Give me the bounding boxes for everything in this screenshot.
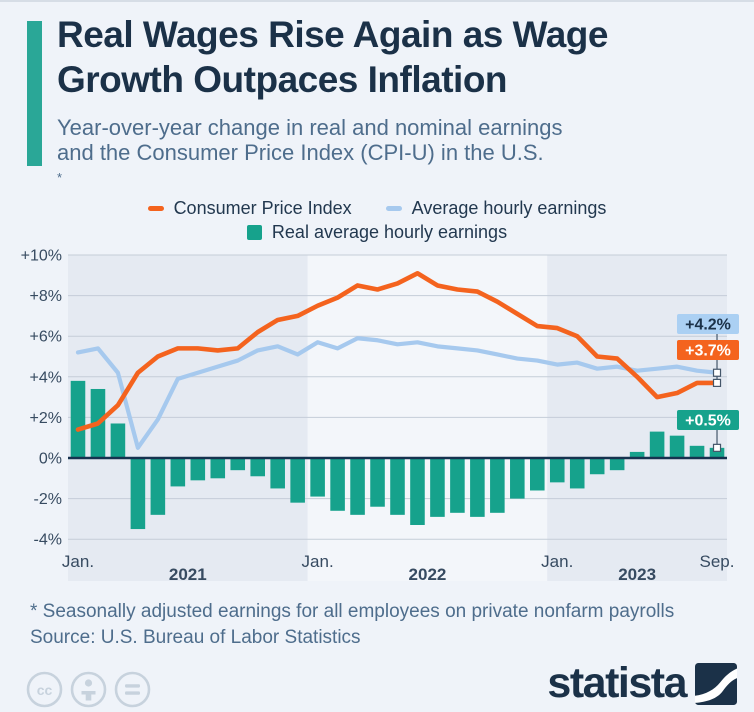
y-axis-tick: +6%	[30, 329, 62, 346]
year-band-2022	[307, 255, 548, 581]
page-title: Real Wages Rise Again as Wage Growth Out…	[57, 12, 608, 102]
accent-bar	[27, 21, 42, 166]
series-end-marker	[712, 443, 722, 452]
footnote-marker: *	[57, 170, 63, 185]
subtitle-line-1: Year-over-year change in real and nomina…	[57, 115, 563, 140]
x-axis-month-label: Jan.	[302, 552, 334, 571]
series-end-marker	[712, 368, 722, 377]
legend-item-cpi: Consumer Price Index	[147, 198, 352, 219]
x-axis-year-label: 2023	[618, 565, 656, 584]
legend-item-real: Real average hourly earnings	[246, 222, 508, 243]
real-earnings-bar	[270, 458, 285, 489]
real-earnings-bar	[110, 423, 126, 458]
legend-label-real: Real average hourly earnings	[271, 222, 508, 242]
real-earnings-bar	[549, 458, 565, 483]
value-label-box	[677, 410, 739, 430]
real-earnings-bar	[190, 458, 206, 481]
real-earnings-bar	[250, 458, 265, 477]
real-earnings-bar	[530, 458, 545, 491]
legend-item-ahe: Average hourly earnings	[385, 198, 607, 219]
real-earnings-bar	[170, 458, 186, 487]
value-label: +0.5%	[685, 413, 731, 430]
cpi-line	[75, 270, 720, 432]
real-earnings-bar	[390, 458, 405, 515]
real-earnings-bar	[569, 458, 585, 489]
real-earnings-marker-icon	[246, 225, 262, 240]
x-axis-month-label: Jan.	[62, 552, 94, 571]
real-earnings-bar	[430, 458, 445, 517]
real-earnings-bar	[290, 458, 305, 503]
real-earnings-bar	[490, 458, 505, 513]
real-earnings-bar	[629, 451, 645, 458]
legend-label-cpi: Consumer Price Index	[173, 198, 352, 218]
y-axis-tick: +4%	[30, 369, 62, 386]
legend-row-2: Real average hourly earnings	[246, 222, 508, 243]
y-axis-tick: -4%	[34, 532, 62, 549]
legend-row-1: Consumer Price Index Average hourly earn…	[147, 198, 607, 219]
title-line-1: Real Wages Rise Again as Wage	[57, 14, 608, 55]
real-earnings-bar	[669, 435, 685, 458]
real-earnings-bar	[649, 431, 665, 458]
title-line-2: Growth Outpaces Inflation	[57, 59, 508, 100]
ahe-line	[75, 336, 720, 450]
y-axis-tick: +10%	[21, 248, 62, 265]
real-earnings-bar	[470, 458, 485, 517]
footnote-text: * Seasonally adjusted earnings for all e…	[30, 601, 675, 622]
chart-area: +10% +8% +6% +4% +2% 0% -2% -4% +4.2% +3.7% +0.5% J…	[0, 242, 754, 594]
person-icon[interactable]	[70, 671, 107, 708]
real-earnings-bar	[350, 458, 365, 515]
real-earnings-bar	[310, 458, 325, 497]
real-earnings-bar	[230, 458, 246, 471]
real-earnings-bar	[410, 458, 425, 525]
equals-icon[interactable]	[114, 671, 151, 708]
x-axis-month-label: Jan.	[541, 552, 573, 571]
value-label: +3.7%	[685, 343, 731, 360]
series-end-marker	[712, 378, 722, 387]
y-axis-tick: 0%	[39, 451, 62, 468]
real-earnings-bar	[689, 445, 705, 458]
chart-subtitle: Year-over-year change in real and nomina…	[57, 115, 563, 195]
x-axis-year-label: 2022	[409, 565, 447, 584]
x-axis-year-label: 2021	[169, 565, 207, 584]
real-earnings-bar	[70, 380, 86, 458]
brand-logo[interactable]: statista	[547, 661, 737, 705]
real-earnings-bar	[150, 458, 166, 515]
real-earnings-bar	[589, 458, 605, 475]
real-earnings-bar	[709, 447, 725, 458]
legend-label-ahe: Average hourly earnings	[411, 198, 607, 218]
brand-wordmark: statista	[547, 659, 687, 707]
value-label-box	[677, 314, 739, 334]
brand-logo-icon	[695, 663, 737, 705]
value-label: +4.2%	[685, 317, 731, 334]
svg-text:cc: cc	[37, 682, 53, 698]
real-earnings-bar	[609, 458, 625, 471]
y-axis-tick: +2%	[30, 410, 62, 427]
source-text: Source: U.S. Bureau of Labor Statistics	[30, 627, 361, 648]
chart-canvas: +10% +8% +6% +4% +2% 0% -2% -4% +4.2% +3.7% +0.5% J…	[21, 248, 739, 584]
footer-notes: * Seasonally adjusted earnings for all e…	[30, 599, 674, 651]
subtitle-line-2: and the Consumer Price Index (CPI-U) in …	[57, 140, 544, 185]
ahe-line-marker-icon	[385, 206, 402, 211]
year-band-2021	[68, 255, 308, 581]
real-earnings-bar	[330, 458, 345, 511]
real-earnings-bar	[130, 458, 146, 530]
real-earnings-bar	[210, 458, 226, 479]
cc-icon[interactable]: cc	[26, 671, 63, 708]
y-axis-tick: +8%	[30, 288, 62, 305]
real-earnings-bar	[450, 458, 465, 513]
value-label-box	[677, 340, 739, 360]
x-axis-month-label: Sep.	[700, 552, 735, 571]
chart-legend: Consumer Price Index Average hourly earn…	[0, 198, 754, 243]
y-axis-tick: -2%	[34, 491, 62, 508]
real-earnings-bar	[510, 458, 525, 499]
license-icons: cc	[26, 671, 151, 708]
real-earnings-bar	[370, 458, 385, 507]
cpi-line-marker-icon	[147, 206, 164, 211]
